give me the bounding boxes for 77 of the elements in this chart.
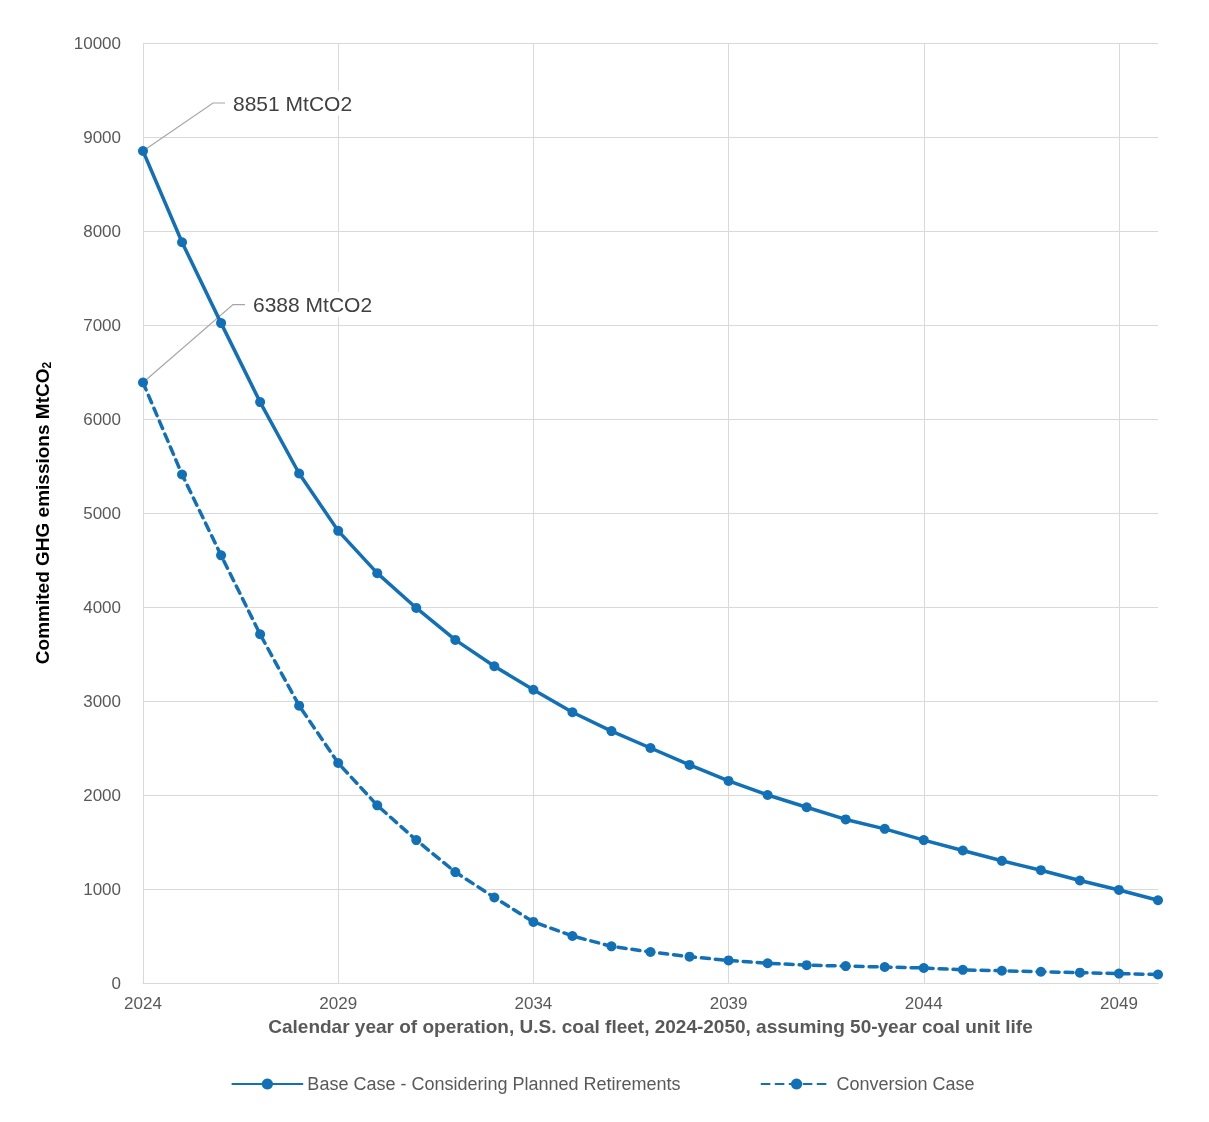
point — [372, 568, 383, 579]
point — [606, 726, 617, 737]
point — [177, 237, 188, 248]
point — [684, 759, 695, 770]
point — [645, 743, 656, 753]
point — [1153, 969, 1163, 980]
point — [762, 958, 773, 969]
legend-label: Conversion Case — [836, 1074, 975, 1094]
point — [567, 931, 578, 941]
y-tick-label: 2000 — [83, 785, 121, 805]
x-axis-title: Calendar year of operation, U.S. coal fleet, 2024-2050, assuming 50-year coal unit life — [268, 1015, 1033, 1037]
point — [762, 790, 773, 800]
point — [1074, 967, 1085, 978]
point — [723, 955, 734, 966]
x-tick-label: 2034 — [514, 994, 553, 1013]
point — [996, 855, 1007, 866]
legend-label: Base Case - Considering Planned Retirements — [307, 1074, 681, 1094]
point — [1035, 865, 1046, 876]
point — [255, 397, 266, 408]
point — [216, 550, 227, 561]
x-tick-label: 2044 — [904, 994, 943, 1013]
y-tick-label: 7000 — [83, 315, 121, 335]
point — [840, 961, 851, 972]
annotation: 8851 MtCO2 — [233, 91, 353, 115]
y-tick-label: 10000 — [73, 33, 121, 53]
point — [411, 835, 422, 846]
y-tick-label: 0 — [111, 973, 121, 993]
point — [801, 960, 812, 971]
y-tick-label: 3000 — [83, 691, 121, 711]
point — [138, 146, 148, 156]
point — [1113, 968, 1124, 979]
point — [606, 941, 617, 952]
point — [216, 318, 227, 329]
point — [528, 916, 539, 927]
point — [1035, 966, 1046, 977]
point — [567, 707, 578, 718]
y-tick-label: 6000 — [83, 409, 121, 429]
y-tick-label: 5000 — [83, 503, 121, 523]
point — [879, 962, 890, 973]
point — [372, 800, 383, 811]
point — [1153, 895, 1163, 906]
x-tick-label: 2039 — [709, 994, 748, 1013]
point — [294, 700, 305, 711]
y-tick-label: 8000 — [83, 221, 121, 241]
point — [177, 469, 188, 480]
point — [996, 965, 1007, 976]
y-axis-title: Commited GHG emissions MtCO2 — [31, 361, 54, 665]
point — [450, 867, 461, 878]
point — [957, 964, 968, 975]
point — [1113, 884, 1124, 895]
point — [450, 634, 461, 645]
point — [684, 951, 695, 962]
point — [333, 758, 344, 769]
point — [723, 775, 734, 786]
point — [918, 962, 929, 973]
point — [255, 629, 266, 640]
point — [1074, 875, 1085, 886]
y-tick-label: 1000 — [83, 879, 121, 899]
point — [489, 661, 500, 672]
point — [879, 823, 890, 834]
point — [840, 814, 851, 825]
y-tick-label: 4000 — [83, 597, 121, 617]
x-tick-label: 2024 — [124, 994, 162, 1013]
point — [528, 684, 539, 695]
point — [333, 525, 344, 536]
point — [801, 802, 812, 813]
point — [957, 845, 968, 856]
point — [918, 835, 929, 846]
x-tick-label: 2029 — [319, 994, 358, 1013]
point — [489, 892, 500, 903]
point — [294, 468, 305, 479]
x-tick-label: 2049 — [1100, 994, 1138, 1013]
y-tick-label: 9000 — [83, 127, 121, 147]
point — [138, 377, 148, 388]
annotation: 6388 MtCO2 — [253, 293, 373, 317]
point — [645, 946, 656, 957]
point — [411, 602, 422, 613]
